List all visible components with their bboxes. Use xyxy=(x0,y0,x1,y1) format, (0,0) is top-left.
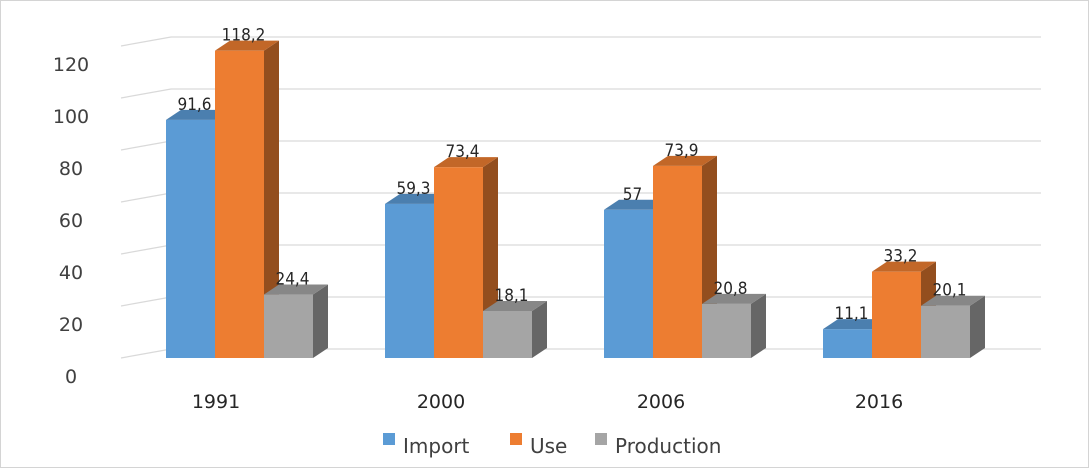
category-label: 1991 xyxy=(192,391,240,413)
data-label-use-2006: 73,9 xyxy=(664,141,698,161)
legend-swatch xyxy=(383,433,395,445)
bar-production-2006 xyxy=(702,303,751,358)
y-axis-tick-labels: 0 20 40 60 80 100 120 xyxy=(53,54,89,388)
bar-production-2016 xyxy=(921,305,970,358)
bar-side-production-2000 xyxy=(532,300,547,358)
bar-import-2006 xyxy=(604,209,653,358)
y-tick-label: 40 xyxy=(59,262,83,284)
gridline-diagonal xyxy=(120,296,172,307)
bar-top-use-2016 xyxy=(872,261,936,272)
data-label-use-2000: 73,4 xyxy=(445,142,479,162)
bar-top-import-2016 xyxy=(823,319,887,330)
bar-top-use-2000 xyxy=(434,157,498,168)
data-label-use-2016: 33,2 xyxy=(883,247,917,267)
y-tick-label: 100 xyxy=(53,106,89,128)
bar-use-1991 xyxy=(215,50,264,359)
y-tick-label: 20 xyxy=(59,314,83,336)
bar-import-1991 xyxy=(166,119,215,358)
bar-production-2000 xyxy=(483,310,532,358)
bar-top-import-2006 xyxy=(604,199,668,210)
bar-top-use-2006 xyxy=(653,155,717,166)
data-label-import-2006: 57 xyxy=(623,185,642,205)
legend-label: Production xyxy=(615,434,721,458)
legend[interactable]: Import Use Production xyxy=(383,433,721,458)
data-label-production-2016: 20,1 xyxy=(932,281,966,301)
category-label: 2016 xyxy=(855,391,903,413)
data-label-import-2016: 11,1 xyxy=(834,304,868,324)
legend-item-use[interactable]: Use xyxy=(510,433,567,458)
data-label-production-2006: 20,8 xyxy=(713,279,747,299)
data-label-import-2000: 59,3 xyxy=(396,179,430,199)
legend-item-production[interactable]: Production xyxy=(595,433,721,458)
y-tick-label: 80 xyxy=(59,158,83,180)
legend-label: Use xyxy=(530,434,567,458)
y-tick-label: 120 xyxy=(53,54,89,76)
gridline-diagonal xyxy=(120,36,172,47)
y-tick-label: 60 xyxy=(59,210,83,232)
data-label-import-1991: 91,6 xyxy=(177,95,211,115)
y-tick-label: 0 xyxy=(65,366,77,388)
bar-use-2016 xyxy=(872,271,921,358)
bar-top-import-2000 xyxy=(385,193,449,204)
x-axis-category-labels: 1991 2000 2006 2016 xyxy=(192,391,903,413)
legend-label: Import xyxy=(403,434,470,458)
legend-swatch xyxy=(595,433,607,445)
legend-swatch xyxy=(510,433,522,445)
gridline-diagonal xyxy=(120,192,172,203)
bar-top-use-1991 xyxy=(215,40,279,51)
bar-side-production-2016 xyxy=(970,295,985,358)
bar-top-production-1991 xyxy=(264,284,328,295)
bar-side-use-1991 xyxy=(264,40,279,359)
gridline-diagonal xyxy=(120,88,172,99)
data-label-production-1991: 24,4 xyxy=(275,270,309,290)
legend-item-import[interactable]: Import xyxy=(383,433,470,458)
gridline-diagonal xyxy=(120,244,172,255)
data-labels: 91,6 118,2 24,4 59,3 73,4 18,1 57 73,9 20,8 11,1 3… xyxy=(177,26,966,324)
bar-use-2000 xyxy=(434,167,483,358)
bar-top-production-2000 xyxy=(483,300,547,311)
category-label: 2000 xyxy=(417,391,465,413)
gridline-diagonal xyxy=(120,348,172,359)
bars xyxy=(166,40,985,359)
bar-side-production-1991 xyxy=(313,284,328,358)
bar-production-1991 xyxy=(264,294,313,358)
category-label: 2006 xyxy=(637,391,685,413)
bar-top-production-2016 xyxy=(921,295,985,306)
bar-top-production-2006 xyxy=(702,293,766,304)
bar-use-2006 xyxy=(653,165,702,358)
bar-side-production-2006 xyxy=(751,293,766,358)
gridline-diagonal xyxy=(120,140,172,151)
data-label-production-2000: 18,1 xyxy=(494,286,528,306)
bar-top-import-1991 xyxy=(166,109,230,120)
bar-import-2016 xyxy=(823,329,872,358)
bar-import-2000 xyxy=(385,203,434,358)
data-label-use-1991: 118,2 xyxy=(222,26,266,46)
